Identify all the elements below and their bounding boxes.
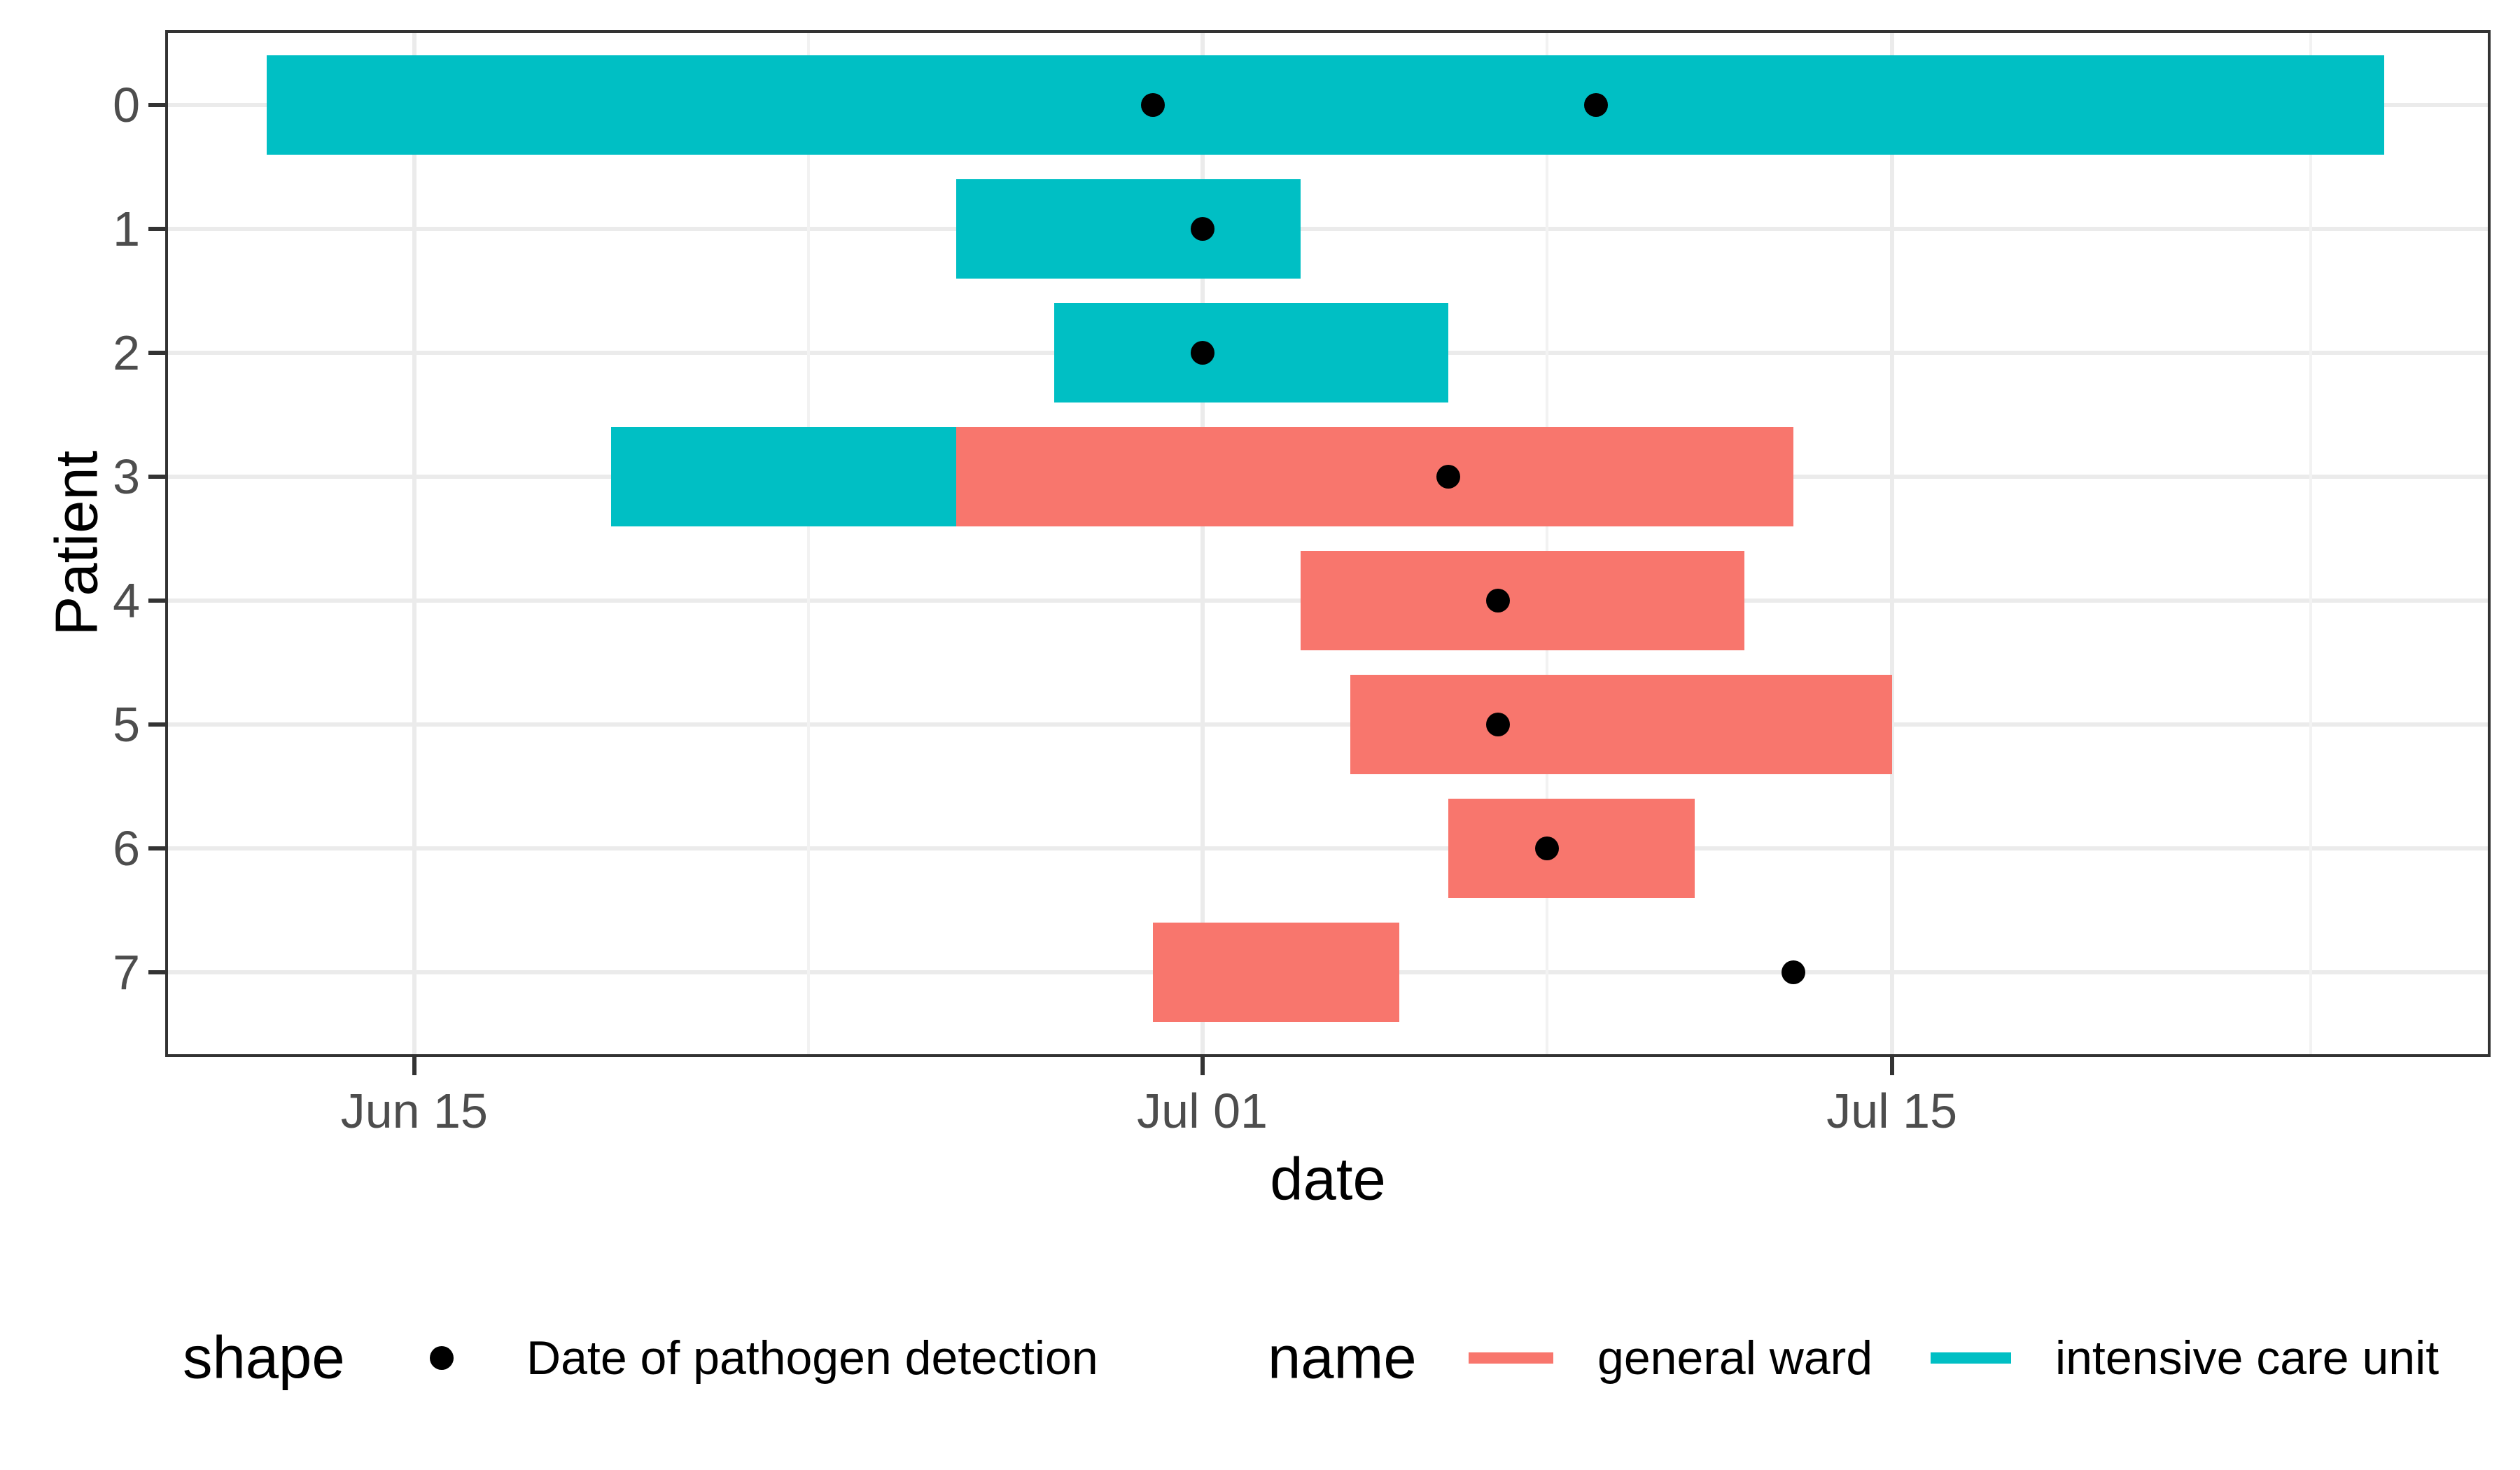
x-tick-label: Jul 15 bbox=[1826, 1084, 1958, 1138]
hospital-stay-bar-patient-4 bbox=[1301, 550, 1744, 650]
hospital-stay-bar-patient-6 bbox=[1448, 799, 1695, 899]
y-tick-label: 5 bbox=[113, 697, 140, 752]
pathogen-detection-dot-patient-0 bbox=[1584, 92, 1609, 117]
gridline-horizontal-major bbox=[168, 226, 2488, 231]
pathogen-detection-dot-patient-0 bbox=[1141, 92, 1166, 117]
legend-shape-title: shape bbox=[183, 1324, 345, 1392]
y-tick-label: 6 bbox=[113, 821, 140, 876]
y-tick-mark bbox=[148, 970, 167, 975]
pathogen-detection-dot-patient-6 bbox=[1535, 836, 1560, 861]
legend-name-item-label-intensive-care-unit: intensive care unit bbox=[2055, 1331, 2440, 1385]
hospital-stay-bar-patient-3 bbox=[611, 426, 956, 526]
y-tick-mark bbox=[148, 474, 167, 479]
intensive-care-unit-legend-key-icon bbox=[1931, 1352, 2011, 1364]
x-tick-mark bbox=[1889, 1057, 1894, 1075]
gridline-horizontal-major bbox=[168, 846, 2488, 851]
x-tick-mark bbox=[1200, 1057, 1205, 1075]
legend-shape-item-label: Date of pathogen detection bbox=[526, 1331, 1098, 1385]
y-tick-label: 2 bbox=[113, 325, 140, 380]
y-tick-label: 7 bbox=[113, 945, 140, 1000]
y-axis-title: Patient bbox=[43, 450, 111, 636]
y-tick-label: 1 bbox=[113, 201, 140, 256]
hospital-stay-bar-patient-1 bbox=[955, 178, 1301, 279]
detection-dot-legend-key-icon bbox=[430, 1346, 454, 1370]
y-tick-mark bbox=[148, 722, 167, 727]
y-tick-mark bbox=[148, 350, 167, 355]
pathogen-detection-dot-patient-4 bbox=[1485, 588, 1510, 612]
pathogen-detection-dot-patient-7 bbox=[1781, 960, 1805, 985]
y-tick-mark bbox=[148, 598, 167, 603]
x-axis-title: date bbox=[1270, 1146, 1386, 1213]
y-tick-mark bbox=[148, 846, 167, 851]
x-tick-mark bbox=[412, 1057, 416, 1075]
y-tick-label: 4 bbox=[113, 573, 140, 628]
gridline-vertical-minor bbox=[806, 33, 810, 1054]
gridline-vertical-minor bbox=[1546, 33, 1549, 1054]
legend-name-item-label-general-ward: general ward bbox=[1597, 1331, 1873, 1385]
x-tick-label: Jul 01 bbox=[1137, 1084, 1268, 1138]
gridline-horizontal-major bbox=[168, 722, 2488, 727]
hospital-stay-bar-patient-2 bbox=[1054, 302, 1449, 402]
gridline-vertical-major bbox=[1200, 33, 1205, 1054]
y-tick-mark bbox=[148, 226, 167, 231]
y-tick-label: 0 bbox=[113, 77, 140, 132]
x-tick-label: Jun 15 bbox=[340, 1084, 488, 1138]
pathogen-detection-dot-patient-2 bbox=[1190, 340, 1214, 365]
pathogen-detection-dot-patient-3 bbox=[1436, 464, 1461, 489]
y-tick-mark bbox=[148, 102, 167, 107]
general-ward-legend-key-icon bbox=[1469, 1352, 1553, 1364]
gridline-vertical-major bbox=[412, 33, 416, 1054]
legend-name-title: name bbox=[1268, 1324, 1417, 1392]
gridline-vertical-major bbox=[1889, 33, 1894, 1054]
hospital-stay-bar-patient-3 bbox=[955, 426, 1793, 526]
y-tick-label: 3 bbox=[113, 449, 140, 504]
pathogen-detection-dot-patient-5 bbox=[1485, 713, 1510, 736]
hospital-stay-bar-patient-7 bbox=[1153, 923, 1399, 1023]
gridline-vertical-minor bbox=[2309, 33, 2312, 1054]
hospital-stay-bar-patient-0 bbox=[266, 55, 2385, 155]
hospital-stay-bar-patient-5 bbox=[1350, 675, 1892, 774]
plot-panel bbox=[168, 33, 2488, 1054]
pathogen-detection-dot-patient-1 bbox=[1190, 216, 1214, 241]
